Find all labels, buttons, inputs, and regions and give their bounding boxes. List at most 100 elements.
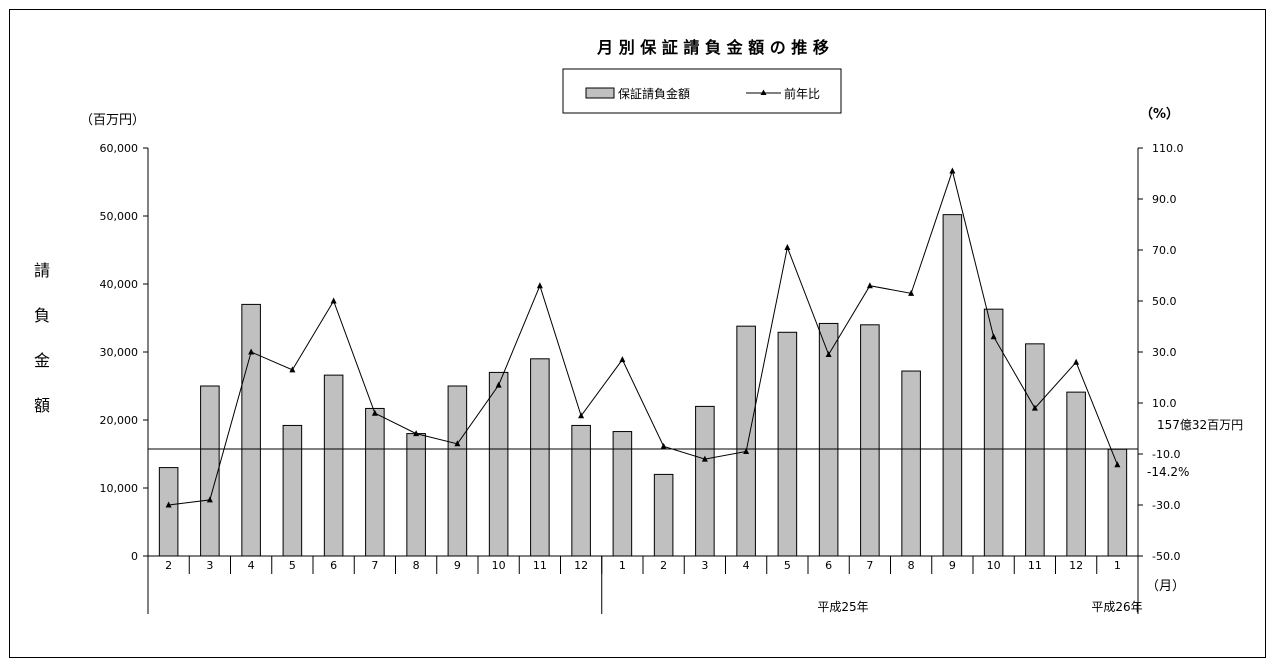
left-axis-unit: （百万円） — [80, 113, 145, 128]
y-label-char-3: 金 — [34, 351, 50, 370]
x-tick-label: 8 — [413, 559, 420, 572]
line-point — [619, 356, 626, 363]
right-tick-label: 70.0 — [1152, 244, 1177, 257]
bar — [488, 371, 509, 557]
right-tick-label: -30.0 — [1152, 499, 1180, 512]
year-label-h25: 平成25年 — [817, 600, 868, 614]
legend-bar-swatch — [585, 87, 615, 99]
line-point — [206, 496, 213, 503]
x-tick-label: 11 — [533, 559, 547, 572]
line-point — [165, 501, 172, 508]
x-tick-label: 2 — [660, 559, 667, 572]
right-tick-label: 110.0 — [1152, 142, 1184, 155]
line-point — [743, 447, 750, 454]
line-point — [248, 348, 255, 355]
bar — [200, 385, 220, 557]
y-label-char-2: 負 — [34, 306, 50, 325]
line-point — [908, 289, 915, 296]
x-tick-label: 12 — [1069, 559, 1083, 572]
bar — [282, 424, 303, 557]
last-point-label: -14.2% — [1147, 465, 1189, 479]
line-point — [578, 412, 585, 419]
bar — [983, 308, 1004, 557]
y-label-char-4: 額 — [34, 396, 50, 415]
x-tick-label: 9 — [454, 559, 461, 572]
line-point — [1073, 358, 1080, 365]
right-tick-label: 30.0 — [1152, 346, 1177, 359]
x-axis-unit: （月） — [1146, 579, 1185, 594]
x-tick-label: 4 — [743, 559, 750, 572]
line-point — [1031, 404, 1038, 411]
chart-title: 月 別 保 証 請 負 金 額 の 推 移 — [596, 38, 829, 57]
bar — [736, 325, 756, 557]
bar — [1025, 343, 1045, 557]
bar — [323, 374, 344, 557]
x-tick-label: 3 — [701, 559, 708, 572]
x-tick-label: 6 — [825, 559, 832, 572]
left-tick-label: 60,000 — [100, 142, 139, 155]
right-tick-label: -50.0 — [1152, 550, 1180, 563]
x-tick-label: 1 — [1114, 559, 1121, 572]
x-tick-label: 7 — [866, 559, 873, 572]
bar — [406, 433, 426, 557]
x-tick-label: 3 — [206, 559, 213, 572]
bar-series — [158, 214, 1128, 557]
left-tick-label: 50,000 — [100, 210, 139, 223]
x-tick-label: 4 — [248, 559, 255, 572]
legend-line-marker — [760, 89, 767, 95]
bar — [653, 473, 674, 557]
x-tick-label: 6 — [330, 559, 337, 572]
x-tick-label: 5 — [784, 559, 791, 572]
line-point — [371, 409, 378, 416]
bar — [365, 407, 385, 557]
x-tick-label: 2 — [165, 559, 172, 572]
right-tick-label: -10.0 — [1152, 448, 1180, 461]
bar — [612, 431, 633, 557]
yoy-line — [168, 169, 1118, 506]
right-tick-label: 10.0 — [1152, 397, 1177, 410]
bar — [241, 303, 261, 557]
bar — [1066, 391, 1086, 557]
bar — [571, 424, 591, 557]
bar — [447, 385, 468, 557]
bar — [860, 324, 880, 557]
left-tick-label: 40,000 — [100, 278, 139, 291]
line-point — [701, 455, 708, 462]
right-tick-label: 50.0 — [1152, 295, 1177, 308]
line-point — [990, 333, 997, 340]
x-tick-label: 10 — [987, 559, 1001, 572]
year-label-h26: 平成26年 — [1091, 600, 1142, 614]
bar — [818, 322, 839, 557]
tick-labels: 0 10,000 20,000 30,000 40,000 50,000 60,000 -50… — [100, 142, 1184, 572]
line-point — [784, 243, 791, 250]
line-point — [536, 282, 543, 289]
bar — [530, 358, 550, 557]
bar — [158, 467, 179, 557]
left-tick-label: 30,000 — [100, 346, 139, 359]
line-point — [330, 297, 337, 304]
legend-line-label: 前年比 — [784, 86, 820, 101]
x-tick-label: 11 — [1028, 559, 1042, 572]
line-point — [660, 442, 667, 449]
right-axis-unit: （%） — [1140, 106, 1179, 122]
legend-bar-label: 保証請負金額 — [618, 86, 690, 101]
bar — [695, 405, 715, 557]
x-tick-label: 8 — [908, 559, 915, 572]
x-tick-label: 1 — [619, 559, 626, 572]
axes — [143, 147, 1143, 614]
left-tick-label: 0 — [131, 550, 138, 563]
line-point — [454, 440, 461, 447]
bar — [942, 214, 963, 557]
line-point — [413, 430, 420, 437]
y-label-char-1: 請 — [34, 261, 50, 280]
bar — [777, 331, 798, 557]
chart-frame — [9, 9, 1266, 658]
line-point — [825, 351, 832, 358]
reference-line-label: 157億32百万円 — [1157, 418, 1243, 432]
line-point — [949, 167, 956, 174]
left-tick-label: 10,000 — [100, 482, 139, 495]
x-tick-label: 12 — [574, 559, 588, 572]
line-series — [165, 167, 1121, 508]
x-tick-label: 7 — [371, 559, 378, 572]
